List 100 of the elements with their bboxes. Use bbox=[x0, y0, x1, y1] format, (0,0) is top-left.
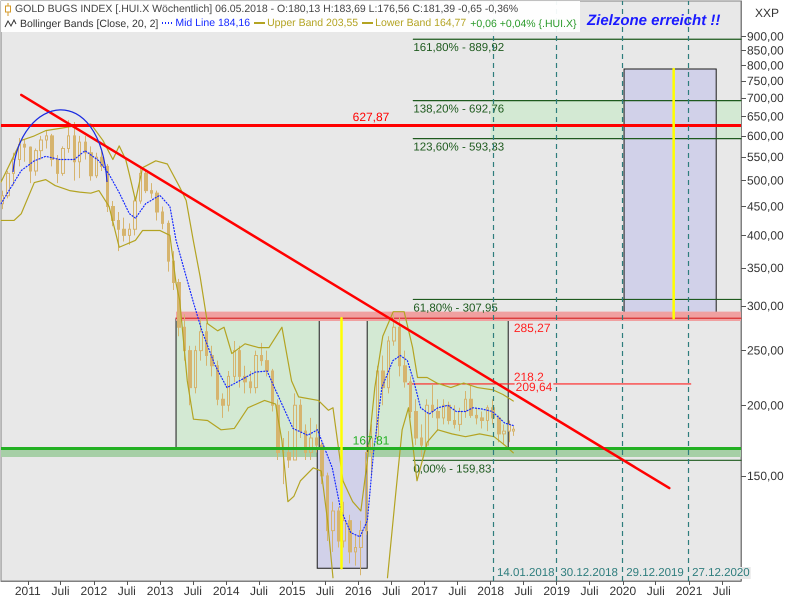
candlestick bbox=[387, 336, 390, 394]
y-tick-label: 400,00 bbox=[747, 228, 784, 242]
candlestick bbox=[122, 217, 126, 242]
candlestick bbox=[221, 392, 225, 418]
candlestick bbox=[210, 345, 214, 377]
candlestick bbox=[508, 420, 511, 443]
candlestick bbox=[128, 222, 131, 246]
ref-line-label: 30.12.2018 bbox=[560, 567, 618, 579]
x-tick-label: Juli bbox=[514, 584, 532, 598]
x-tick-label: Juli bbox=[712, 584, 731, 598]
candlestick bbox=[354, 534, 357, 566]
y-tick-label: 600,00 bbox=[747, 128, 784, 143]
candlestick bbox=[139, 168, 142, 204]
candlestick bbox=[420, 424, 423, 458]
x-tick-label: Juli bbox=[646, 584, 665, 598]
candlestick bbox=[348, 514, 352, 564]
candlestick bbox=[282, 438, 285, 485]
y-tick-label: 800,00 bbox=[747, 58, 784, 72]
x-tick-label: Juli bbox=[580, 584, 598, 598]
series-label: 61,80% - 307,95 bbox=[413, 302, 498, 314]
candlestick bbox=[56, 154, 59, 184]
ref-line-label: 627,87 bbox=[352, 110, 390, 124]
candlestick bbox=[67, 120, 70, 154]
candlestick bbox=[464, 390, 467, 418]
candlestick bbox=[431, 384, 434, 418]
y-tick-label: 250,00 bbox=[747, 344, 784, 358]
candlestick bbox=[315, 424, 318, 453]
x-tick-label: 2019 bbox=[543, 584, 570, 598]
x-tick-label: 2014 bbox=[212, 584, 240, 598]
candlestick bbox=[45, 129, 48, 149]
candlestick bbox=[18, 137, 21, 167]
candlestick bbox=[29, 146, 32, 184]
candlestick bbox=[216, 360, 219, 406]
candlestick bbox=[287, 430, 291, 468]
candlestick bbox=[475, 407, 478, 425]
candlestick bbox=[254, 350, 258, 394]
candlestick bbox=[188, 345, 192, 406]
candlestick bbox=[133, 198, 137, 236]
ref-line-label: 14.01.2018 bbox=[497, 567, 555, 579]
candlestick bbox=[480, 411, 484, 429]
candlestick bbox=[199, 318, 203, 362]
x-tick-label: Juli bbox=[316, 584, 334, 598]
candlestick bbox=[260, 342, 263, 366]
candlestick bbox=[73, 121, 76, 182]
candlestick bbox=[238, 345, 241, 388]
candlestick bbox=[447, 401, 451, 425]
series-label: 138,20% - 692,76 bbox=[413, 104, 504, 116]
x-tick-label: Juli bbox=[250, 584, 268, 598]
y-tick-label: 300,00 bbox=[747, 298, 784, 313]
candlestick bbox=[458, 407, 462, 432]
y-tick-label: 550,00 bbox=[747, 150, 784, 164]
legend-title: Bollinger Bands [Close, 20, 2] bbox=[20, 18, 158, 30]
candlestick bbox=[144, 170, 148, 194]
candlestick bbox=[299, 398, 302, 439]
annotation: Zielzone erreicht !! bbox=[587, 12, 720, 29]
candlestick bbox=[469, 384, 473, 418]
candlestick bbox=[486, 404, 489, 432]
candlestick bbox=[409, 376, 412, 418]
candlestick bbox=[359, 520, 363, 576]
x-tick-label: 2020 bbox=[609, 584, 636, 598]
candlestick bbox=[342, 501, 346, 548]
candlestick bbox=[265, 350, 269, 377]
candlestick bbox=[6, 170, 10, 199]
x-tick-label: Juli bbox=[118, 584, 136, 598]
ref-line-label: 27.12.2020 bbox=[692, 567, 750, 579]
candlestick bbox=[365, 444, 368, 536]
candlestick bbox=[414, 398, 418, 446]
y-tick-label: 350,00 bbox=[747, 261, 784, 276]
annotation: +0,06 +0,04% {.HUI.X} bbox=[470, 16, 576, 30]
candlestick bbox=[167, 220, 170, 272]
candlestick bbox=[233, 340, 236, 382]
annotation: 285,27 bbox=[514, 321, 551, 336]
chart-title: GOLD BUGS INDEX [.HUI.X Wöchentlich] 06.05.2018 - O:180,13 H:183,69 L:176,56 C:181,39 -0,65 -0,36% bbox=[15, 2, 518, 16]
candlestick bbox=[243, 365, 247, 394]
candlestick bbox=[205, 322, 208, 366]
candlestick bbox=[442, 398, 445, 425]
legend-label: Mid Line 184,16 bbox=[175, 16, 250, 30]
candlestick bbox=[50, 133, 54, 167]
candlestick bbox=[293, 392, 297, 461]
x-tick-label: 2016 bbox=[344, 584, 372, 598]
candlestick bbox=[249, 370, 252, 394]
candlestick bbox=[436, 398, 440, 432]
candlestick bbox=[381, 355, 385, 406]
candlestick bbox=[155, 190, 159, 221]
x-tick-label: Juli bbox=[52, 584, 70, 598]
candlestick bbox=[425, 398, 429, 449]
candlestick bbox=[392, 314, 396, 346]
candlestick bbox=[453, 404, 456, 429]
candlestick bbox=[23, 140, 26, 162]
annotation: 209,64 bbox=[516, 380, 553, 394]
x-tick-label: 2013 bbox=[146, 584, 174, 598]
candlestick bbox=[78, 135, 81, 179]
candlestick bbox=[150, 182, 153, 199]
y-tick-label: 150,00 bbox=[747, 468, 784, 483]
series-label: 123,60% - 593,33 bbox=[413, 142, 504, 154]
x-tick-label: Juli bbox=[382, 584, 400, 598]
candlestick bbox=[331, 501, 335, 552]
candlestick bbox=[95, 152, 98, 179]
candlestick bbox=[1, 190, 4, 210]
candlestick bbox=[12, 152, 15, 186]
